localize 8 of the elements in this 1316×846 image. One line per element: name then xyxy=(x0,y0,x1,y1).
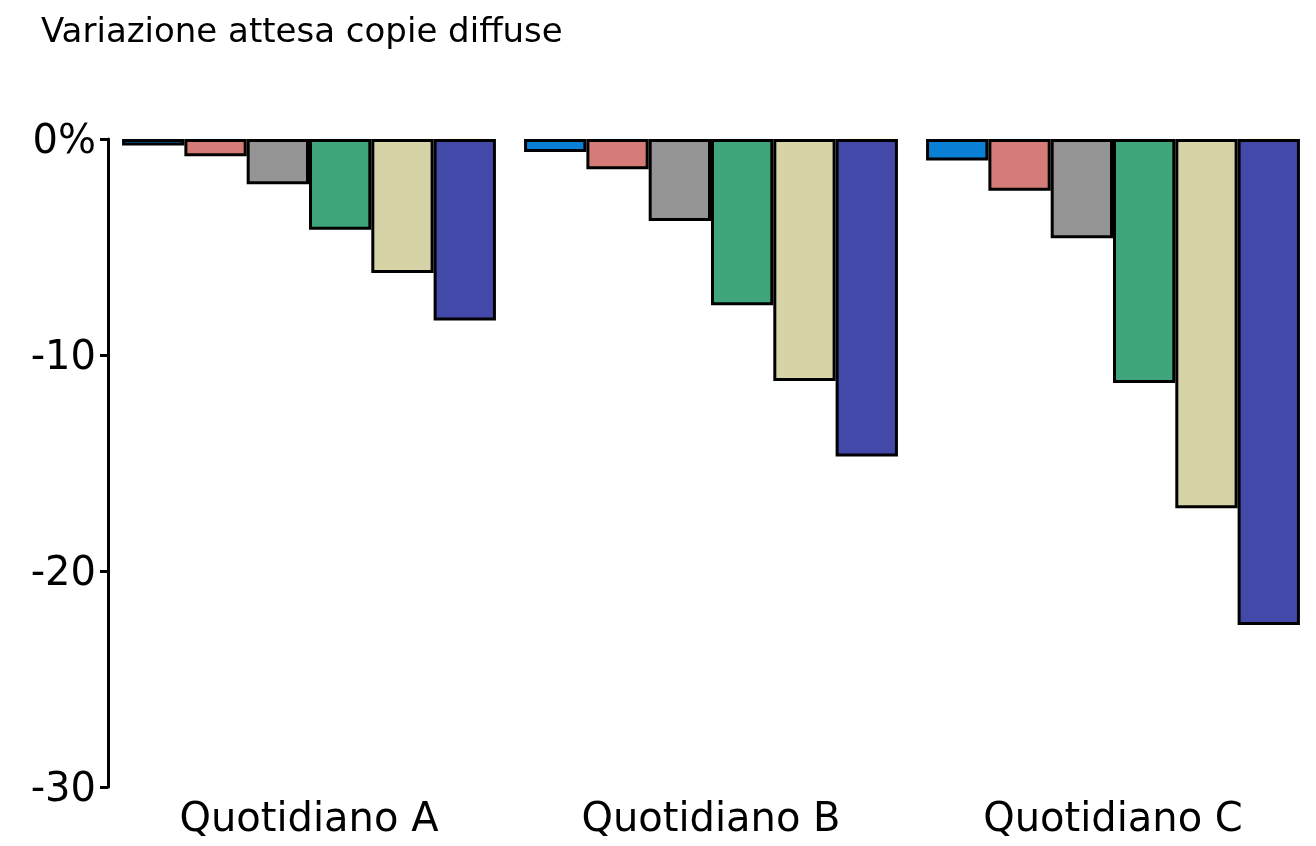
chart-title: Variazione attesa copie diffuse xyxy=(41,10,563,50)
y-tick-label: -20 xyxy=(30,548,96,594)
y-tick-label: -10 xyxy=(30,332,96,378)
x-tick-label: Quotidiano A xyxy=(179,794,440,840)
y-tick-label: -30 xyxy=(30,764,96,810)
x-tick-label: Quotidiano C xyxy=(983,794,1243,840)
x-tick-label: Quotidiano B xyxy=(581,794,841,840)
y-tick-label: 0% xyxy=(32,116,96,162)
